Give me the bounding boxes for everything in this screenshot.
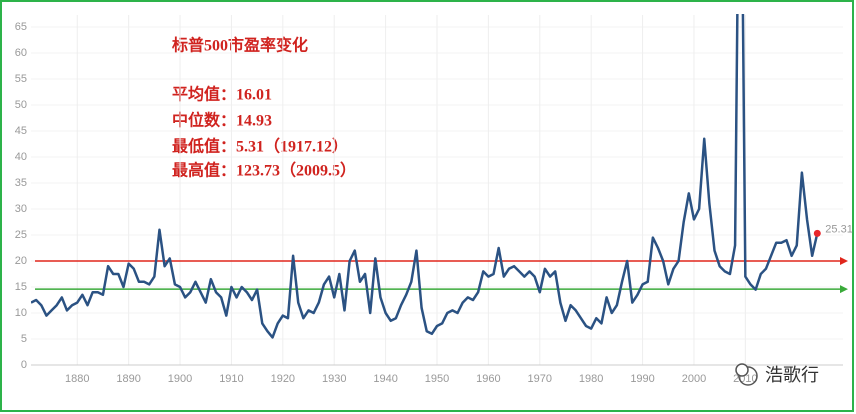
y-tick-label: 35: [15, 177, 27, 189]
x-tick-label: 1900: [168, 373, 192, 385]
last-value-label: 25.31: [825, 223, 853, 235]
y-tick-label: 45: [15, 125, 27, 137]
watermark-icon: [735, 363, 749, 377]
y-tick-label: 30: [15, 203, 27, 215]
watermark: 浩歌行: [765, 365, 819, 385]
reference-arrow: [840, 257, 848, 265]
x-tick-label: 1990: [630, 373, 654, 385]
annotation: 最高值：123.73（2009.5）: [172, 161, 356, 180]
x-tick-label: 1940: [373, 373, 397, 385]
x-tick-label: 1880: [65, 373, 89, 385]
annotation: 平均值：16.01: [172, 85, 272, 104]
reference-arrow: [840, 285, 848, 294]
y-tick-label: 55: [15, 73, 27, 85]
annotation: 中位数：14.93: [172, 111, 272, 130]
y-tick-label: 60: [15, 47, 27, 59]
y-tick-label: 40: [15, 151, 27, 163]
annotation: 最低值：5.31（1917.12）: [172, 137, 348, 156]
x-tick-label: 2000: [682, 373, 706, 385]
x-tick-label: 1980: [579, 373, 603, 385]
y-tick-label: 15: [15, 281, 27, 293]
annotation: 标普500市盈率变化: [171, 36, 308, 55]
x-tick-label: 1970: [528, 373, 552, 385]
y-tick-label: 5: [21, 333, 27, 345]
x-tick-label: 1950: [425, 373, 449, 385]
y-tick-label: 65: [15, 21, 27, 33]
x-tick-label: 1920: [271, 373, 295, 385]
y-tick-label: 0: [21, 359, 27, 371]
x-tick-label: 1910: [219, 373, 243, 385]
last-point: [813, 229, 821, 237]
x-tick-label: 1890: [116, 373, 140, 385]
line-series: [31, 14, 819, 339]
y-tick-label: 50: [15, 99, 27, 111]
x-tick-label: 1930: [322, 373, 346, 385]
x-tick-label: 1960: [476, 373, 500, 385]
y-tick-label: 10: [15, 307, 27, 319]
y-tick-label: 25: [15, 229, 27, 241]
y-tick-label: 20: [15, 255, 27, 267]
